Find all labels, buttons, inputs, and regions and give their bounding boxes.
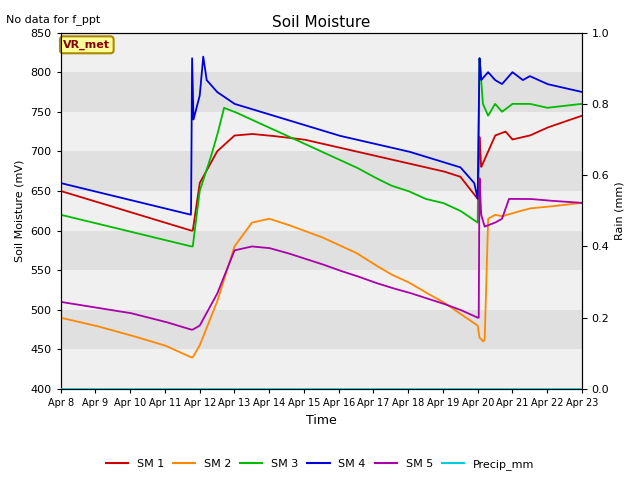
- Bar: [61, 270, 582, 310]
- Bar: [61, 230, 582, 270]
- Legend: SM 1, SM 2, SM 3, SM 4, SM 5, Precip_mm: SM 1, SM 2, SM 3, SM 4, SM 5, Precip_mm: [101, 455, 539, 474]
- Bar: [61, 33, 582, 72]
- Bar: [61, 72, 582, 112]
- Y-axis label: Soil Moisture (mV): Soil Moisture (mV): [15, 159, 25, 262]
- Title: Soil Moisture: Soil Moisture: [272, 15, 371, 30]
- Text: No data for f_ppt: No data for f_ppt: [6, 14, 100, 25]
- Bar: [61, 191, 582, 230]
- Bar: [61, 310, 582, 349]
- Text: VR_met: VR_met: [63, 40, 110, 50]
- Y-axis label: Rain (mm): Rain (mm): [615, 181, 625, 240]
- Bar: [61, 112, 582, 151]
- X-axis label: Time: Time: [306, 414, 337, 427]
- Bar: [61, 151, 582, 191]
- Bar: [61, 349, 582, 389]
